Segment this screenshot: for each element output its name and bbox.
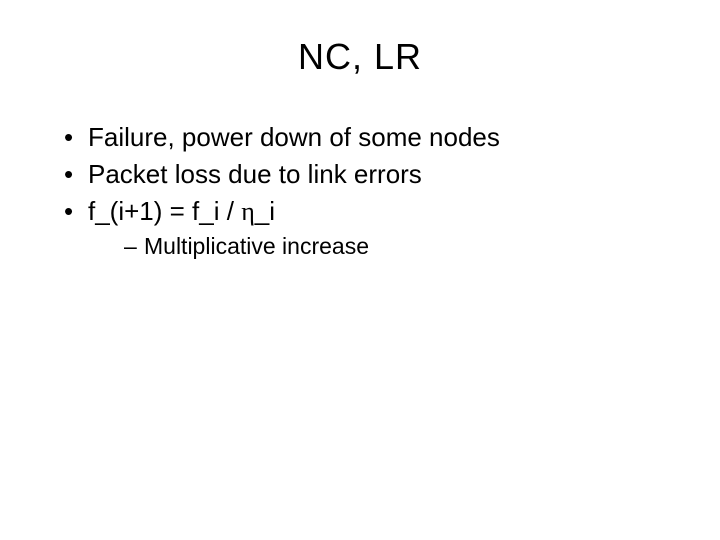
slide: NC, LR Failure, power down of some nodes… [0, 0, 720, 540]
eta-symbol: η [241, 197, 255, 226]
bullet-list: Failure, power down of some nodes Packet… [60, 120, 680, 262]
formula-post: _i [255, 196, 275, 226]
bullet-item: f_(i+1) = f_i / η_i Multiplicative incre… [60, 194, 680, 262]
bullet-item: Failure, power down of some nodes [60, 120, 680, 155]
slide-body: Failure, power down of some nodes Packet… [0, 120, 720, 262]
sub-bullet-item: Multiplicative increase [124, 231, 680, 262]
slide-title: NC, LR [0, 36, 720, 78]
bullet-item: Packet loss due to link errors [60, 157, 680, 192]
formula-pre: f_(i+1) = f_i / [88, 196, 241, 226]
sub-bullet-list: Multiplicative increase [88, 231, 680, 262]
